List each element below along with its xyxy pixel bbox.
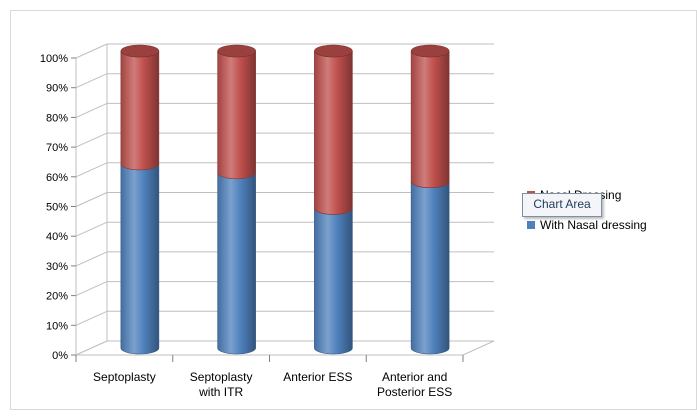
x-category-label: Septoplasty bbox=[190, 370, 253, 384]
y-tick-label: 60% bbox=[46, 172, 68, 184]
side-gridline bbox=[75, 310, 108, 326]
bar-nasal-dressing-0 bbox=[120, 50, 160, 171]
bar-nasal-dressing-2 bbox=[314, 50, 353, 215]
bar-with-dressing-2 bbox=[314, 208, 353, 355]
bar-with-dressing-3 bbox=[410, 181, 450, 355]
bar-top-cap bbox=[410, 44, 450, 58]
side-gridline bbox=[75, 162, 108, 178]
y-tick-label: 90% bbox=[46, 83, 68, 95]
x-category-label: Septoplasty bbox=[93, 370, 156, 384]
y-tick-label: 100% bbox=[40, 53, 68, 65]
side-gridline bbox=[75, 132, 108, 148]
bar-top-cap bbox=[314, 44, 353, 58]
y-tick-label: 10% bbox=[46, 320, 68, 332]
chart-floor bbox=[75, 340, 495, 356]
bar-nasal-dressing-1 bbox=[217, 50, 256, 180]
y-tick-label: 30% bbox=[46, 261, 68, 273]
bar-nasal-dressing-3 bbox=[410, 50, 450, 188]
x-category-label: Posterior ESS bbox=[377, 385, 452, 399]
bar-with-dressing-1 bbox=[217, 172, 256, 355]
side-gridline bbox=[75, 221, 108, 237]
bar-with-dressing-0 bbox=[120, 163, 160, 355]
x-category-label: with ITR bbox=[198, 385, 243, 399]
y-tick-label: 0% bbox=[52, 350, 68, 362]
side-gridline bbox=[75, 102, 108, 118]
side-gridline bbox=[75, 251, 108, 267]
side-gridline bbox=[75, 281, 108, 297]
y-tick-label: 20% bbox=[46, 291, 68, 303]
x-category-label: Anterior ESS bbox=[283, 370, 352, 384]
legend-label: With Nasal dressing bbox=[540, 218, 647, 232]
y-tick-label: 50% bbox=[46, 202, 68, 214]
y-tick-label: 70% bbox=[46, 142, 68, 154]
bar-top-cap bbox=[120, 44, 160, 58]
legend-swatch bbox=[527, 221, 535, 229]
bar-top-cap bbox=[217, 44, 256, 58]
chart-area-tooltip: Chart Area bbox=[522, 193, 602, 217]
y-tick-label: 80% bbox=[46, 112, 68, 124]
side-gridline bbox=[75, 73, 108, 89]
x-category-label: Anterior and bbox=[382, 370, 447, 384]
side-gridline bbox=[75, 192, 108, 207]
side-gridline bbox=[75, 43, 108, 59]
y-tick-label: 40% bbox=[46, 231, 68, 243]
